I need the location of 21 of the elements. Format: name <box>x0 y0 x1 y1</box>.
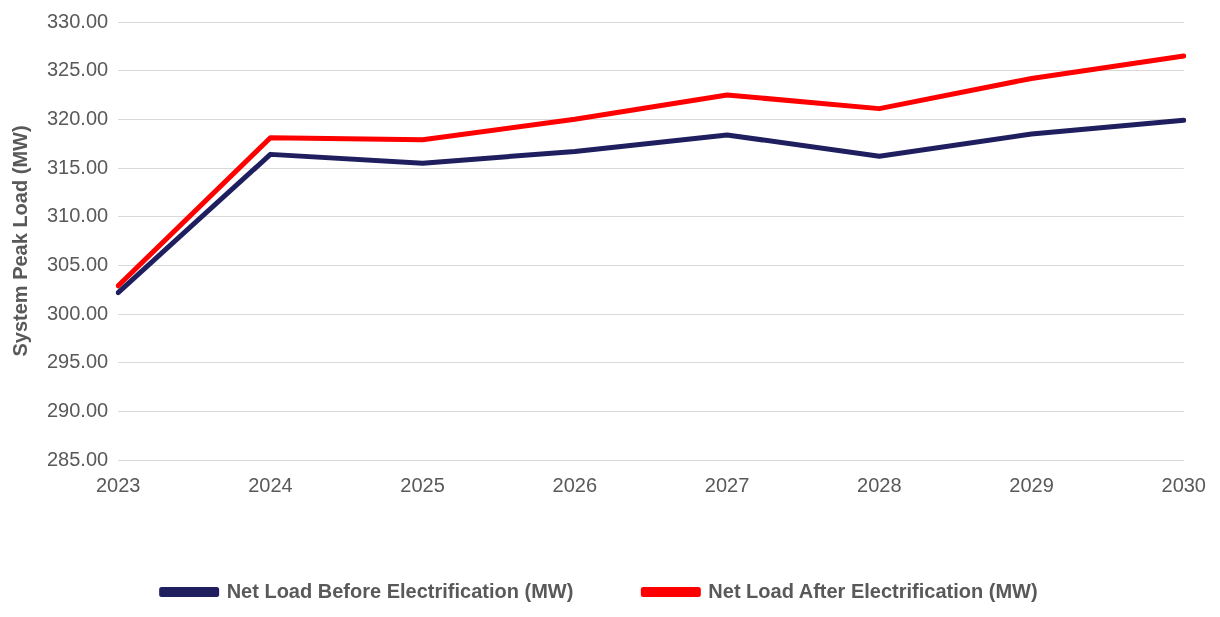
y-tick-label: 310.00 <box>47 204 109 227</box>
y-axis-title: System Peak Load (MW) <box>8 125 31 357</box>
legend-label: Net Load After Electrification (MW) <box>708 579 1038 602</box>
x-tick-label: 2030 <box>1161 473 1206 496</box>
y-tick-label: 305.00 <box>47 252 109 275</box>
x-tick-label: 2026 <box>552 473 598 496</box>
legend-label: Net Load Before Electrification (MW) <box>226 579 574 602</box>
y-tick-label: 315.00 <box>47 155 109 178</box>
x-tick-label: 2028 <box>857 473 902 496</box>
y-tick-label: 325.00 <box>47 58 109 81</box>
y-tick-label: 330.00 <box>47 9 109 32</box>
y-tick-label: 290.00 <box>47 398 109 421</box>
y-tick-label: 295.00 <box>47 350 109 373</box>
x-tick-label: 2029 <box>1009 473 1054 496</box>
y-tick-label: 300.00 <box>47 301 109 324</box>
x-tick-label: 2023 <box>95 473 141 496</box>
x-tick-label: 2027 <box>704 473 750 496</box>
x-tick-label: 2024 <box>248 473 293 496</box>
y-tick-label: 320.00 <box>47 106 109 129</box>
y-tick-label: 285.00 <box>47 447 109 470</box>
x-tick-label: 2025 <box>400 473 445 496</box>
